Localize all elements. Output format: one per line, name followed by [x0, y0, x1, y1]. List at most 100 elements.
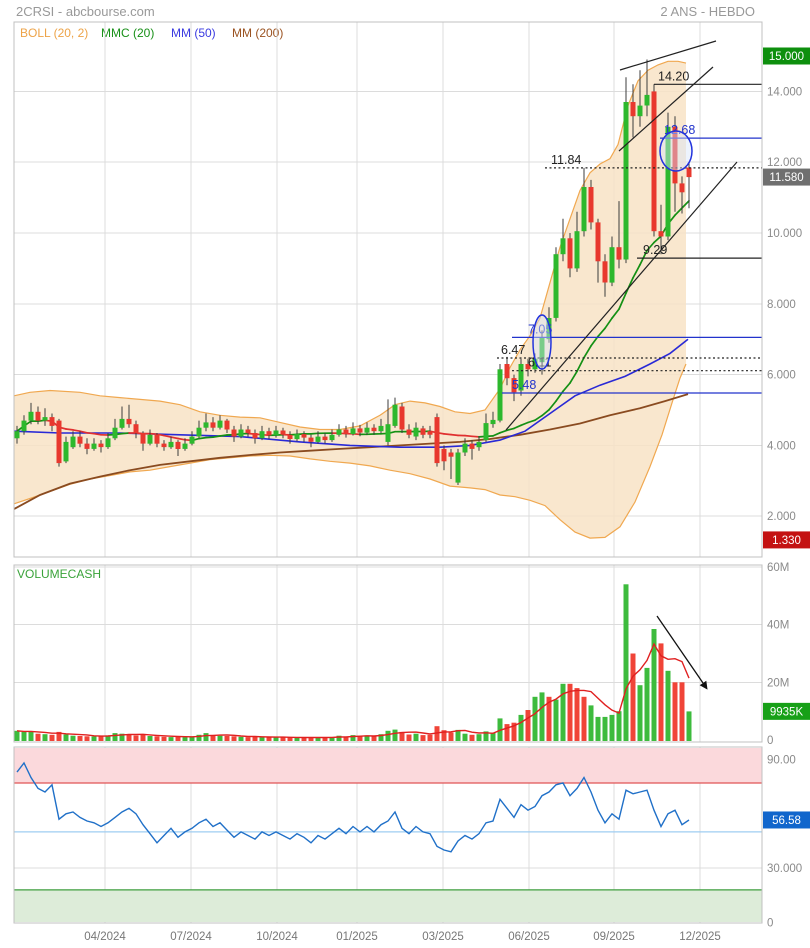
volume-bars — [14, 584, 692, 741]
candle — [350, 428, 356, 435]
volume-bar — [315, 737, 321, 741]
volume-bar — [196, 734, 202, 741]
candle — [609, 247, 615, 283]
candle — [364, 427, 370, 433]
candle — [56, 420, 62, 464]
volume-bar — [84, 736, 90, 741]
volume-bar — [385, 730, 391, 741]
volume-bar — [602, 716, 608, 741]
candle — [427, 431, 433, 435]
volume-bar — [420, 735, 426, 741]
candle — [497, 369, 503, 421]
candle — [231, 429, 237, 437]
candle — [399, 406, 405, 430]
volume-bar — [399, 731, 405, 741]
mm200-line — [13, 393, 689, 510]
svg-text:8.000: 8.000 — [767, 299, 796, 311]
volume-bar — [679, 682, 685, 741]
volume-bar — [112, 733, 118, 741]
candle-bodies — [14, 91, 692, 483]
candle — [616, 247, 622, 260]
page-title: 2CRSI - abcbourse.com — [16, 4, 155, 19]
volume-bar — [623, 584, 629, 741]
volume-bar — [21, 731, 27, 741]
candle — [84, 443, 90, 449]
volume-bar — [427, 734, 433, 741]
volume-bar — [630, 653, 636, 741]
svg-text:60M: 60M — [767, 562, 789, 574]
volume-bar — [665, 670, 671, 741]
candle — [147, 434, 153, 444]
candle — [378, 425, 384, 432]
candle — [294, 434, 300, 440]
svg-text:07/2024: 07/2024 — [170, 931, 212, 943]
volume-bar — [329, 737, 335, 741]
volume-bar — [308, 737, 314, 741]
chart-period-label: 2 ANS - HEBDO — [660, 4, 755, 19]
volume-bar — [49, 734, 55, 741]
volume-bar — [161, 736, 167, 741]
volume-bar — [224, 736, 230, 741]
volume-bar — [56, 731, 62, 741]
candle — [252, 433, 258, 439]
volume-bar — [238, 736, 244, 741]
candle — [441, 448, 447, 462]
candle — [301, 434, 307, 438]
svg-text:14.000: 14.000 — [767, 86, 802, 98]
panel-borders — [13, 21, 763, 924]
svg-text:15.000: 15.000 — [769, 51, 804, 63]
candle — [658, 231, 664, 237]
volume-bar — [42, 734, 48, 741]
candle — [35, 411, 41, 421]
volume-bar — [413, 733, 419, 741]
candle — [49, 417, 55, 426]
candle — [595, 222, 601, 262]
volume-bar — [441, 730, 447, 741]
candle — [98, 443, 104, 448]
svg-text:40M: 40M — [767, 620, 789, 632]
volume-bar — [560, 683, 566, 741]
volume-bar — [455, 729, 461, 741]
volume-bar — [259, 737, 265, 741]
svg-text:6.47: 6.47 — [501, 343, 525, 357]
volume-bar — [217, 735, 223, 741]
trend-arrow — [656, 615, 708, 690]
candle — [518, 364, 524, 391]
volume-bar — [28, 731, 34, 741]
volume-bar — [511, 722, 517, 741]
candle — [574, 231, 580, 269]
candle — [434, 417, 440, 464]
volume-bar — [672, 682, 678, 741]
candle — [357, 428, 363, 433]
volume-bar — [70, 735, 76, 741]
volume-bar — [343, 736, 349, 741]
candle — [203, 422, 209, 428]
volume-bar — [98, 736, 104, 741]
svg-text:9.29: 9.29 — [643, 243, 667, 257]
candle — [448, 452, 454, 457]
candle — [420, 428, 426, 435]
svg-text:06/2025: 06/2025 — [508, 931, 550, 943]
candle — [392, 404, 398, 426]
candle — [651, 91, 657, 232]
volume-bar — [651, 629, 657, 741]
candle — [504, 364, 510, 379]
volume-bar — [182, 737, 188, 741]
volume-bar — [357, 736, 363, 741]
volume-bar — [644, 667, 650, 741]
volume-bar — [273, 737, 279, 741]
volume-bar — [336, 735, 342, 741]
candle — [126, 418, 132, 425]
svg-text:10/2024: 10/2024 — [256, 931, 298, 943]
candle — [336, 429, 342, 435]
candle — [371, 427, 377, 432]
gridlines — [14, 22, 762, 923]
candle — [483, 423, 489, 441]
candle — [259, 431, 265, 439]
volume-bar — [686, 711, 692, 741]
volume-bar — [476, 734, 482, 741]
volume-bar — [469, 734, 475, 741]
candle — [567, 238, 573, 269]
